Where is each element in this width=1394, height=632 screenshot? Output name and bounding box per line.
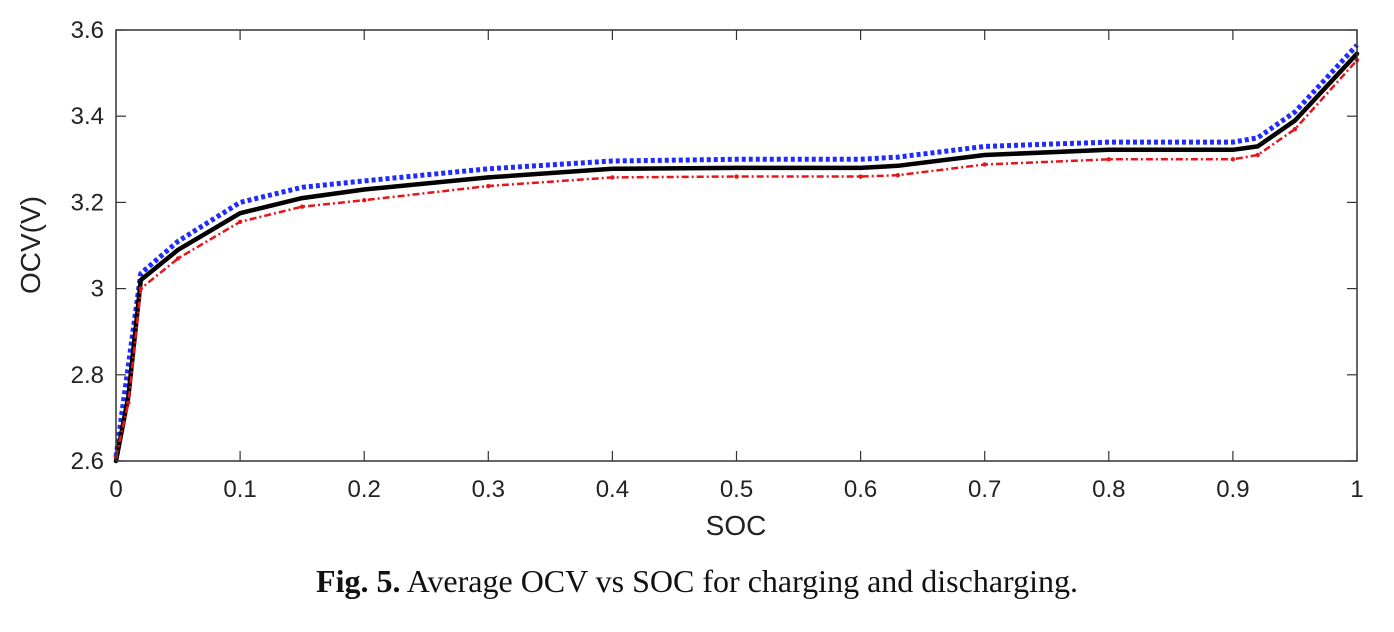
series-dash-dot-point <box>982 162 987 167</box>
y-axis-title: OCV(V) <box>15 196 46 294</box>
plot-frame <box>115 29 1358 462</box>
x-tick-label: 0.6 <box>844 476 877 503</box>
x-tick-label: 0.3 <box>472 476 505 503</box>
series-dash-dot-line <box>114 59 1358 457</box>
figure-caption-text: Average OCV vs SOC for charging and disc… <box>406 563 1078 599</box>
series-dash-dot-point <box>1230 157 1236 162</box>
series-dash-dot-point <box>237 219 243 224</box>
series-dash-dot-point <box>610 175 615 180</box>
y-tick-label: 2.6 <box>71 448 104 475</box>
series-dash-dot-point <box>299 204 305 209</box>
series-dash-dot-point <box>1292 126 1298 132</box>
x-axis-title: SOC <box>706 510 767 541</box>
x-tick-label: 0.4 <box>596 476 629 503</box>
x-tick-label: 0.2 <box>348 476 381 503</box>
series-dash-dot-point <box>362 198 367 203</box>
x-tick-label: 0.8 <box>1092 476 1125 503</box>
x-tick-label: 0.1 <box>223 476 256 503</box>
y-tick-label: 3.4 <box>71 103 104 130</box>
series-dash-dot-point <box>175 256 181 261</box>
x-tick-label: 0.9 <box>1216 476 1249 503</box>
x-tick-label: 0 <box>109 476 122 503</box>
plot-background <box>116 30 1357 461</box>
series-layer <box>113 43 1360 464</box>
series-dash-dot-point <box>1106 157 1112 162</box>
x-tick-label: 0.5 <box>720 476 753 503</box>
x-tick-label: 1 <box>1350 476 1363 503</box>
series-dotted-line <box>113 43 1359 458</box>
series-dash-dot-point <box>126 400 131 406</box>
series-solid-line <box>113 51 1360 464</box>
series-dash-dot-point <box>858 174 863 179</box>
y-tick-label: 3.2 <box>71 189 104 216</box>
y-tick-label: 2.8 <box>71 362 104 389</box>
y-tick-label: 3.6 <box>71 17 104 44</box>
series-dash-dot-point <box>1255 152 1260 158</box>
series-dash-dot-point <box>734 174 739 179</box>
y-tick-label: 3 <box>91 276 104 303</box>
figure-label: Fig. 5. <box>316 563 401 599</box>
series-dash-dot-point <box>895 173 901 178</box>
ticks-layer: 0 0.1 0.2 0.3 0.4 0.5 0.6 0.7 0.8 0.9 1 2.6 2.8 3 3.2 3… <box>71 17 1364 503</box>
series-dash-dot-point <box>138 286 144 291</box>
x-tick-label: 0.7 <box>968 476 1001 503</box>
ocv-soc-chart: 0 0.1 0.2 0.3 0.4 0.5 0.6 0.7 0.8 0.9 1 2.6 2.8 3 3.2 3… <box>15 17 1364 541</box>
series-dash-dot-point <box>486 183 491 189</box>
figure-caption: Fig. 5. Average OCV vs SOC for charging … <box>0 563 1394 600</box>
